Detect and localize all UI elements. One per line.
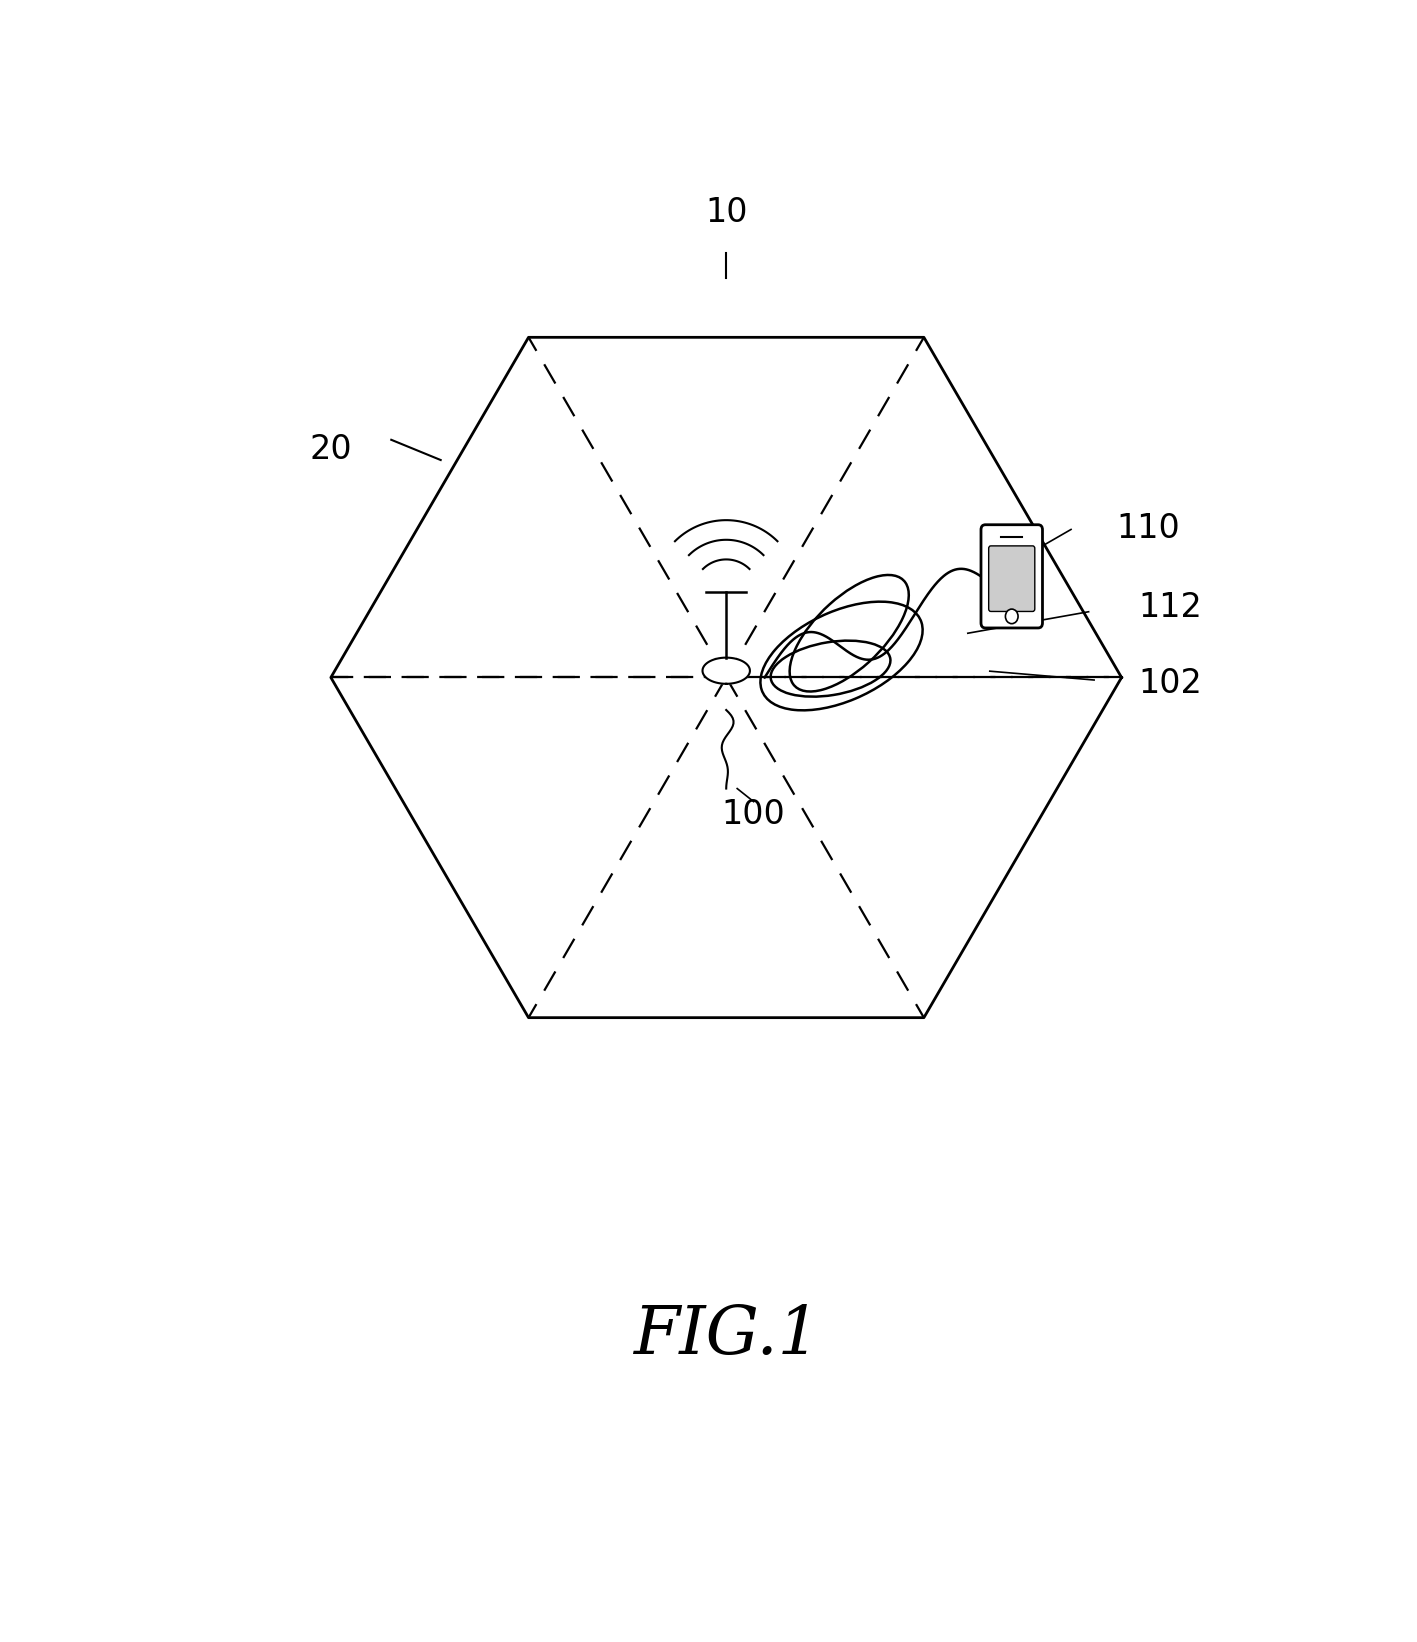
FancyBboxPatch shape [989, 545, 1034, 611]
Text: FIG.1: FIG.1 [633, 1302, 819, 1368]
Circle shape [1006, 609, 1017, 624]
Text: 100: 100 [721, 798, 785, 831]
Text: 10: 10 [706, 195, 747, 228]
Text: 110: 110 [1117, 512, 1180, 545]
FancyBboxPatch shape [981, 525, 1043, 627]
Text: 102: 102 [1138, 667, 1202, 699]
Text: 112: 112 [1138, 591, 1202, 624]
Polygon shape [703, 658, 750, 683]
Text: 20: 20 [309, 433, 353, 466]
